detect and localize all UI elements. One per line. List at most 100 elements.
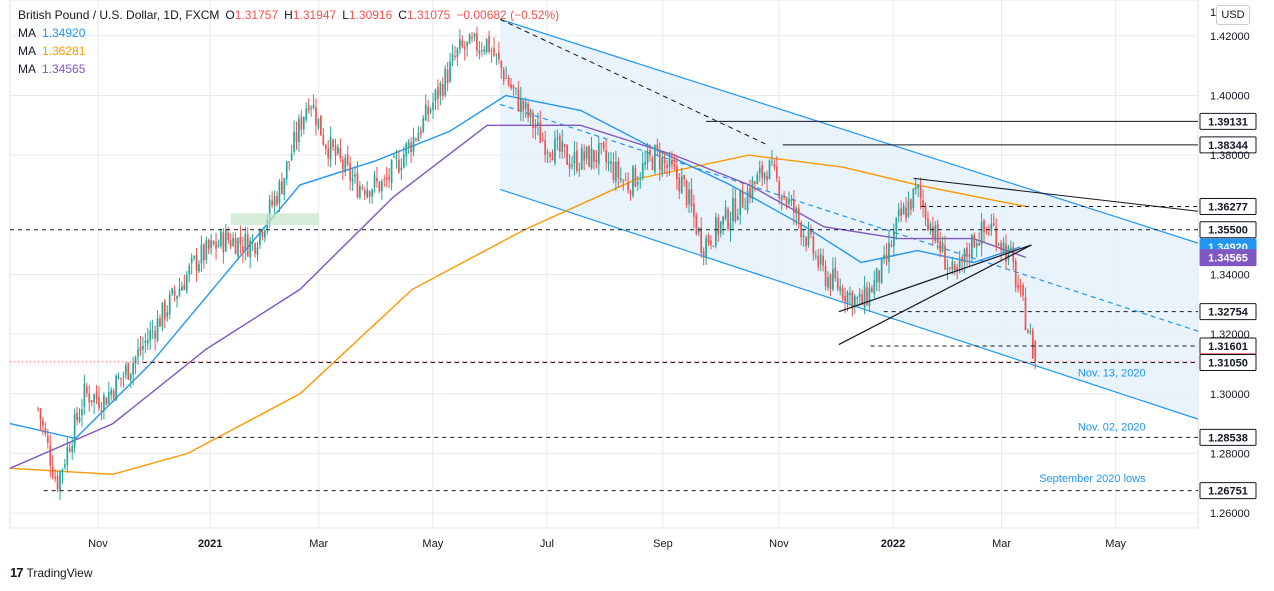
channel-upper-line — [499, 18, 1199, 244]
candle-body — [395, 157, 398, 159]
price-tag-box — [1199, 112, 1257, 130]
candle — [373, 170, 376, 193]
candle-body — [100, 410, 103, 412]
candle-body — [970, 234, 973, 259]
candle-body — [76, 412, 78, 421]
candle-body — [546, 151, 549, 153]
candle-body — [498, 52, 500, 60]
candle-body — [585, 146, 588, 159]
candle-body — [227, 232, 230, 241]
ma-value: 1.36281 — [42, 44, 86, 58]
candle-body — [449, 61, 451, 82]
candle-body — [746, 190, 749, 211]
candle — [110, 386, 113, 401]
candle — [234, 232, 237, 255]
candle-body — [320, 115, 322, 136]
candle — [127, 362, 130, 381]
candle-body — [322, 135, 325, 145]
candle-body — [958, 259, 961, 268]
candle — [461, 35, 464, 49]
candle — [797, 204, 800, 229]
candle-body — [402, 154, 405, 168]
candle-body — [931, 226, 934, 239]
candle-body — [622, 180, 625, 182]
candle-body — [329, 137, 332, 160]
candle — [42, 417, 44, 436]
candle — [368, 190, 371, 204]
candle-body — [832, 269, 834, 290]
candle-body — [493, 48, 495, 56]
candle-body — [139, 346, 142, 351]
candle-body — [93, 394, 95, 403]
candle-body — [210, 240, 213, 248]
candle-body — [356, 172, 359, 198]
candle — [600, 142, 603, 155]
candle — [688, 182, 690, 214]
candle — [846, 290, 849, 312]
candle-body — [42, 420, 44, 426]
candle-body — [366, 189, 369, 197]
candle-body — [688, 189, 690, 205]
candle — [602, 141, 605, 152]
candle-body — [858, 293, 861, 297]
candle — [378, 180, 381, 194]
candle — [390, 159, 393, 191]
candle-body — [456, 48, 459, 57]
candle — [1022, 282, 1024, 302]
candle-body — [88, 393, 91, 403]
candle — [495, 53, 498, 66]
candle — [563, 143, 566, 158]
candle — [132, 356, 135, 386]
candle — [719, 220, 722, 238]
candle — [919, 177, 922, 210]
ohlc-low: L1.30916 — [342, 8, 393, 22]
candle — [59, 469, 61, 500]
candle — [500, 59, 503, 79]
candle — [434, 88, 437, 110]
candle — [800, 220, 803, 246]
candle-body — [293, 131, 295, 153]
candle — [519, 86, 522, 121]
tradingview-logo-icon: 17 — [10, 565, 24, 580]
candle — [576, 141, 578, 174]
currency-button[interactable]: USD — [1216, 5, 1250, 25]
candle — [524, 97, 527, 118]
candle-body — [873, 279, 876, 295]
ma-row-2[interactable]: MA 1.36281 — [18, 42, 559, 60]
candle-body — [639, 179, 642, 181]
candle-body — [785, 199, 788, 204]
candle — [593, 149, 595, 170]
candle-body — [302, 117, 305, 129]
candle-body — [619, 177, 622, 181]
candle — [817, 249, 820, 271]
candle-body — [137, 349, 139, 357]
symbol-title[interactable]: British Pound / U.S. Dollar, 1D, FXCM — [18, 8, 220, 22]
footer-brand[interactable]: 17 TradingView — [10, 565, 93, 580]
candle — [163, 298, 166, 329]
candle — [193, 255, 195, 261]
candle — [1017, 274, 1020, 293]
candle — [315, 98, 317, 136]
candle-body — [605, 150, 607, 163]
ma-row-1[interactable]: MA 1.34920 — [18, 24, 559, 42]
candle-body — [524, 102, 527, 109]
candle — [458, 29, 461, 55]
candle-body — [892, 230, 895, 247]
candle — [134, 355, 137, 375]
candle — [705, 234, 707, 265]
candle — [649, 144, 651, 162]
candle-body — [480, 49, 483, 51]
ma-row-3[interactable]: MA 1.34565 — [18, 60, 559, 78]
candle — [341, 155, 344, 181]
candle — [895, 216, 898, 241]
candle-body — [1010, 247, 1012, 250]
candle — [402, 146, 405, 169]
candle-body — [341, 159, 344, 170]
candle — [914, 178, 917, 195]
candle-body — [939, 241, 942, 252]
candle-body — [836, 278, 839, 289]
price-tag-label: 1.34565 — [1208, 253, 1248, 265]
candle — [878, 269, 881, 292]
candle-body — [868, 287, 871, 306]
